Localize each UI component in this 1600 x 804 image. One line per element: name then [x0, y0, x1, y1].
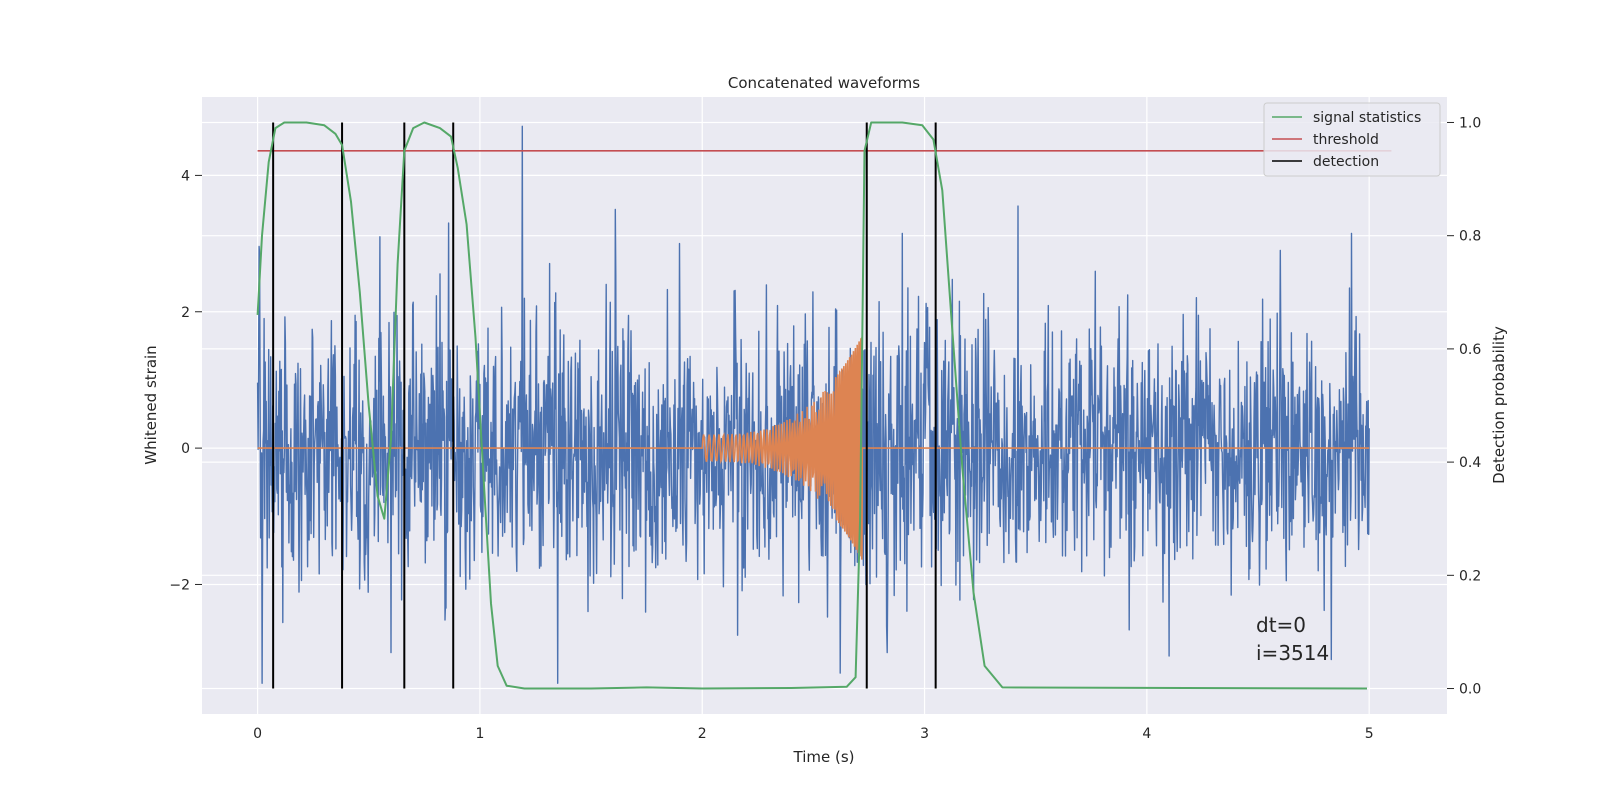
y-tick-label-left: 4: [181, 168, 190, 184]
legend-label-threshold: threshold: [1313, 132, 1379, 148]
y-axis-label-right: Detection probability: [1490, 326, 1508, 484]
y-tick-label-right: 0.4: [1459, 455, 1481, 471]
series-whitened-strain-line: [256, 125, 1370, 684]
annotation-line-1: dt=0: [1256, 613, 1306, 637]
y-tick-label-right: 1.0: [1459, 115, 1481, 131]
x-tick-label: 1: [475, 726, 484, 742]
y-tick-label-right: 0.0: [1459, 682, 1481, 698]
x-tick-label: 4: [1142, 726, 1151, 742]
legend-label-detection: detection: [1313, 154, 1379, 170]
y-tick-label-left: 2: [181, 305, 190, 321]
x-tick-label: 0: [253, 726, 262, 742]
axes-ticks: 0 1 2 3 4 5 −2 0 2 4 0.0 0.2 0.4 0.6 0.8 1.0: [169, 115, 1481, 742]
legend: signal statistics threshold detection: [1263, 102, 1441, 177]
y-tick-label-right: 0.2: [1459, 568, 1481, 584]
y-tick-label-right: 0.6: [1459, 342, 1481, 358]
x-axis-label: Time (s): [793, 748, 855, 766]
x-tick-label: 2: [698, 726, 707, 742]
annotation-line-2: i=3514: [1256, 641, 1329, 665]
legend-frame: [1263, 102, 1441, 177]
x-tick-label: 5: [1365, 726, 1374, 742]
annotation-box: dt=0 i=3514: [1256, 613, 1329, 665]
chart-title: Concatenated waveforms: [728, 74, 920, 92]
y-tick-label-left: 0: [181, 441, 190, 457]
plot-content: [256, 121, 1392, 690]
series-signal-statistics-line: [256, 121, 1368, 690]
y-tick-label-right: 0.8: [1459, 229, 1481, 245]
y-tick-label-left: −2: [169, 577, 190, 593]
series-injected-chirp-line: [257, 336, 1370, 560]
legend-label-signal-statistics: signal statistics: [1313, 110, 1421, 126]
y-axis-label-left: Whitened strain: [142, 345, 160, 464]
x-tick-label: 3: [920, 726, 929, 742]
